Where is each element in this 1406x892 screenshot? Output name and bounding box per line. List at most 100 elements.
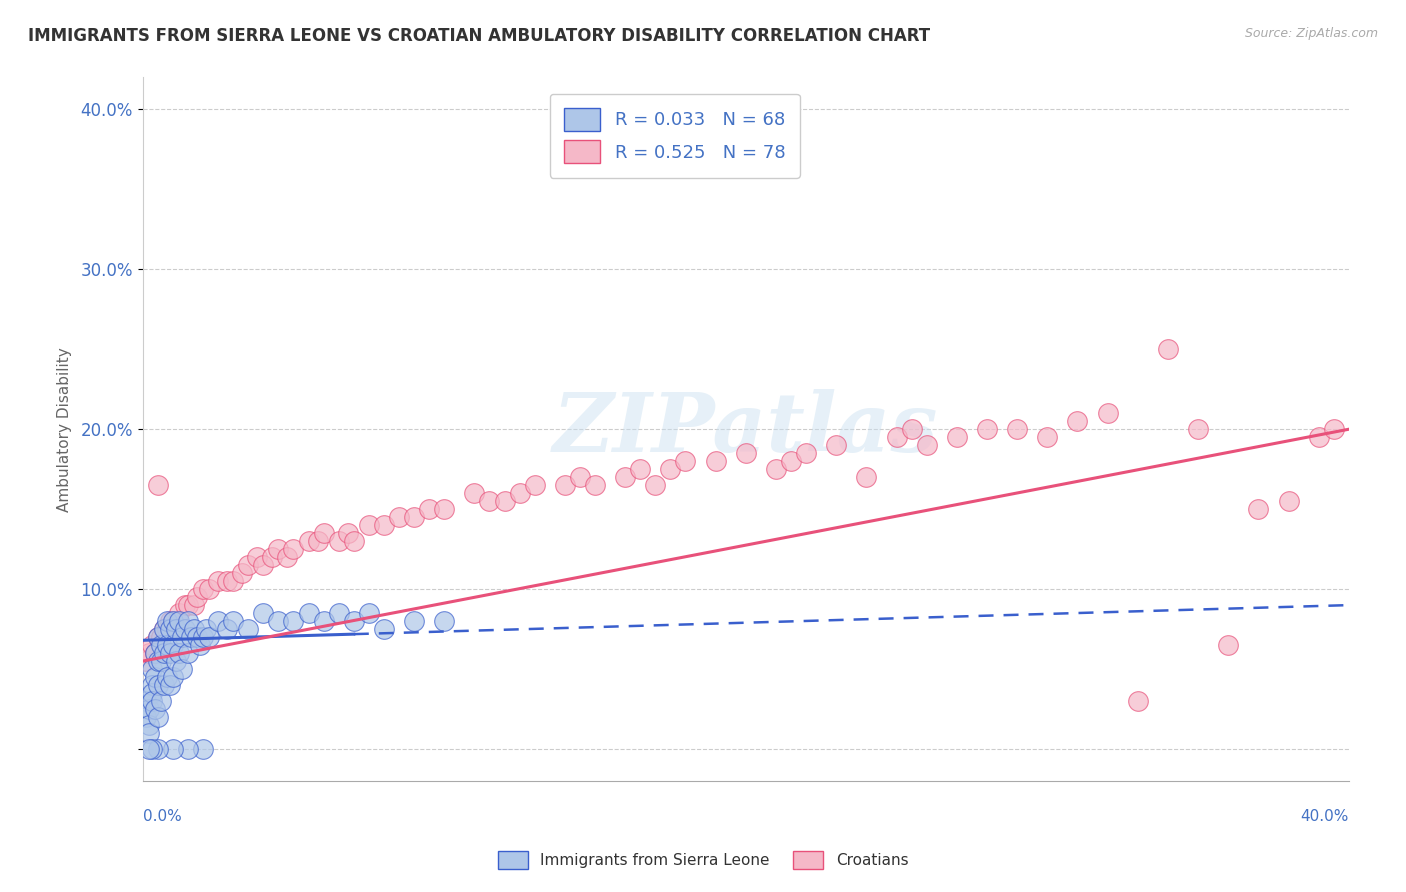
Point xyxy=(312,614,335,628)
Point xyxy=(855,470,877,484)
Point xyxy=(162,742,184,756)
Point xyxy=(343,534,366,549)
Point xyxy=(478,494,501,508)
Point xyxy=(162,638,184,652)
Point xyxy=(207,614,229,628)
Point xyxy=(283,542,305,557)
Point xyxy=(149,654,172,668)
Point xyxy=(373,518,395,533)
Point xyxy=(195,622,218,636)
Point xyxy=(1308,430,1330,444)
Point xyxy=(568,470,591,484)
Point xyxy=(159,646,181,660)
Point xyxy=(388,510,411,524)
Point xyxy=(138,726,160,740)
Point xyxy=(141,686,163,700)
Point xyxy=(1157,343,1180,357)
Point xyxy=(1097,406,1119,420)
Point xyxy=(177,614,200,628)
Text: 40.0%: 40.0% xyxy=(1301,809,1348,824)
Point xyxy=(312,526,335,541)
Point xyxy=(1126,694,1149,708)
Point xyxy=(135,694,157,708)
Point xyxy=(143,646,166,660)
Point xyxy=(433,502,456,516)
Legend: Immigrants from Sierra Leone, Croatians: Immigrants from Sierra Leone, Croatians xyxy=(492,845,914,875)
Point xyxy=(418,502,440,516)
Text: Source: ZipAtlas.com: Source: ZipAtlas.com xyxy=(1244,27,1378,40)
Point xyxy=(780,454,803,468)
Point xyxy=(231,566,253,581)
Point xyxy=(217,622,239,636)
Point xyxy=(153,622,176,636)
Point xyxy=(252,558,274,573)
Point xyxy=(186,630,208,644)
Point xyxy=(162,614,184,628)
Point xyxy=(146,654,169,668)
Point xyxy=(149,638,172,652)
Point xyxy=(523,478,546,492)
Point xyxy=(1323,422,1346,436)
Point xyxy=(153,622,176,636)
Point xyxy=(886,430,908,444)
Point xyxy=(167,614,190,628)
Point xyxy=(153,678,176,692)
Point xyxy=(222,574,245,588)
Point xyxy=(170,662,193,676)
Point xyxy=(141,694,163,708)
Point xyxy=(509,486,531,500)
Point xyxy=(825,438,848,452)
Point xyxy=(177,742,200,756)
Point xyxy=(222,614,245,628)
Point xyxy=(191,582,214,596)
Point xyxy=(186,590,208,604)
Point xyxy=(1005,422,1028,436)
Point xyxy=(156,638,179,652)
Point xyxy=(238,558,260,573)
Point xyxy=(433,614,456,628)
Point xyxy=(138,646,160,660)
Text: IMMIGRANTS FROM SIERRA LEONE VS CROATIAN AMBULATORY DISABILITY CORRELATION CHART: IMMIGRANTS FROM SIERRA LEONE VS CROATIAN… xyxy=(28,27,931,45)
Point xyxy=(146,630,169,644)
Point xyxy=(915,438,938,452)
Point xyxy=(404,614,426,628)
Point xyxy=(146,678,169,692)
Point xyxy=(162,670,184,684)
Point xyxy=(156,622,179,636)
Point xyxy=(262,550,284,565)
Point xyxy=(159,678,181,692)
Point xyxy=(141,638,163,652)
Point xyxy=(614,470,637,484)
Point xyxy=(297,534,319,549)
Point xyxy=(238,622,260,636)
Point xyxy=(138,718,160,732)
Point xyxy=(143,670,166,684)
Point xyxy=(976,422,998,436)
Point xyxy=(207,574,229,588)
Point xyxy=(183,598,205,612)
Point xyxy=(1218,638,1240,652)
Point xyxy=(183,622,205,636)
Y-axis label: Ambulatory Disability: Ambulatory Disability xyxy=(58,347,72,512)
Point xyxy=(946,430,969,444)
Point xyxy=(159,622,181,636)
Point xyxy=(1187,422,1209,436)
Point xyxy=(357,518,380,533)
Point xyxy=(494,494,516,508)
Point xyxy=(141,662,163,676)
Point xyxy=(138,742,160,756)
Point xyxy=(628,462,651,476)
Point xyxy=(170,630,193,644)
Point xyxy=(343,614,366,628)
Point xyxy=(1277,494,1299,508)
Point xyxy=(167,606,190,620)
Point xyxy=(177,646,200,660)
Point xyxy=(1247,502,1270,516)
Point xyxy=(252,606,274,620)
Point xyxy=(644,478,666,492)
Point xyxy=(276,550,298,565)
Point xyxy=(174,598,197,612)
Point xyxy=(404,510,426,524)
Point xyxy=(146,630,169,644)
Point xyxy=(794,446,817,460)
